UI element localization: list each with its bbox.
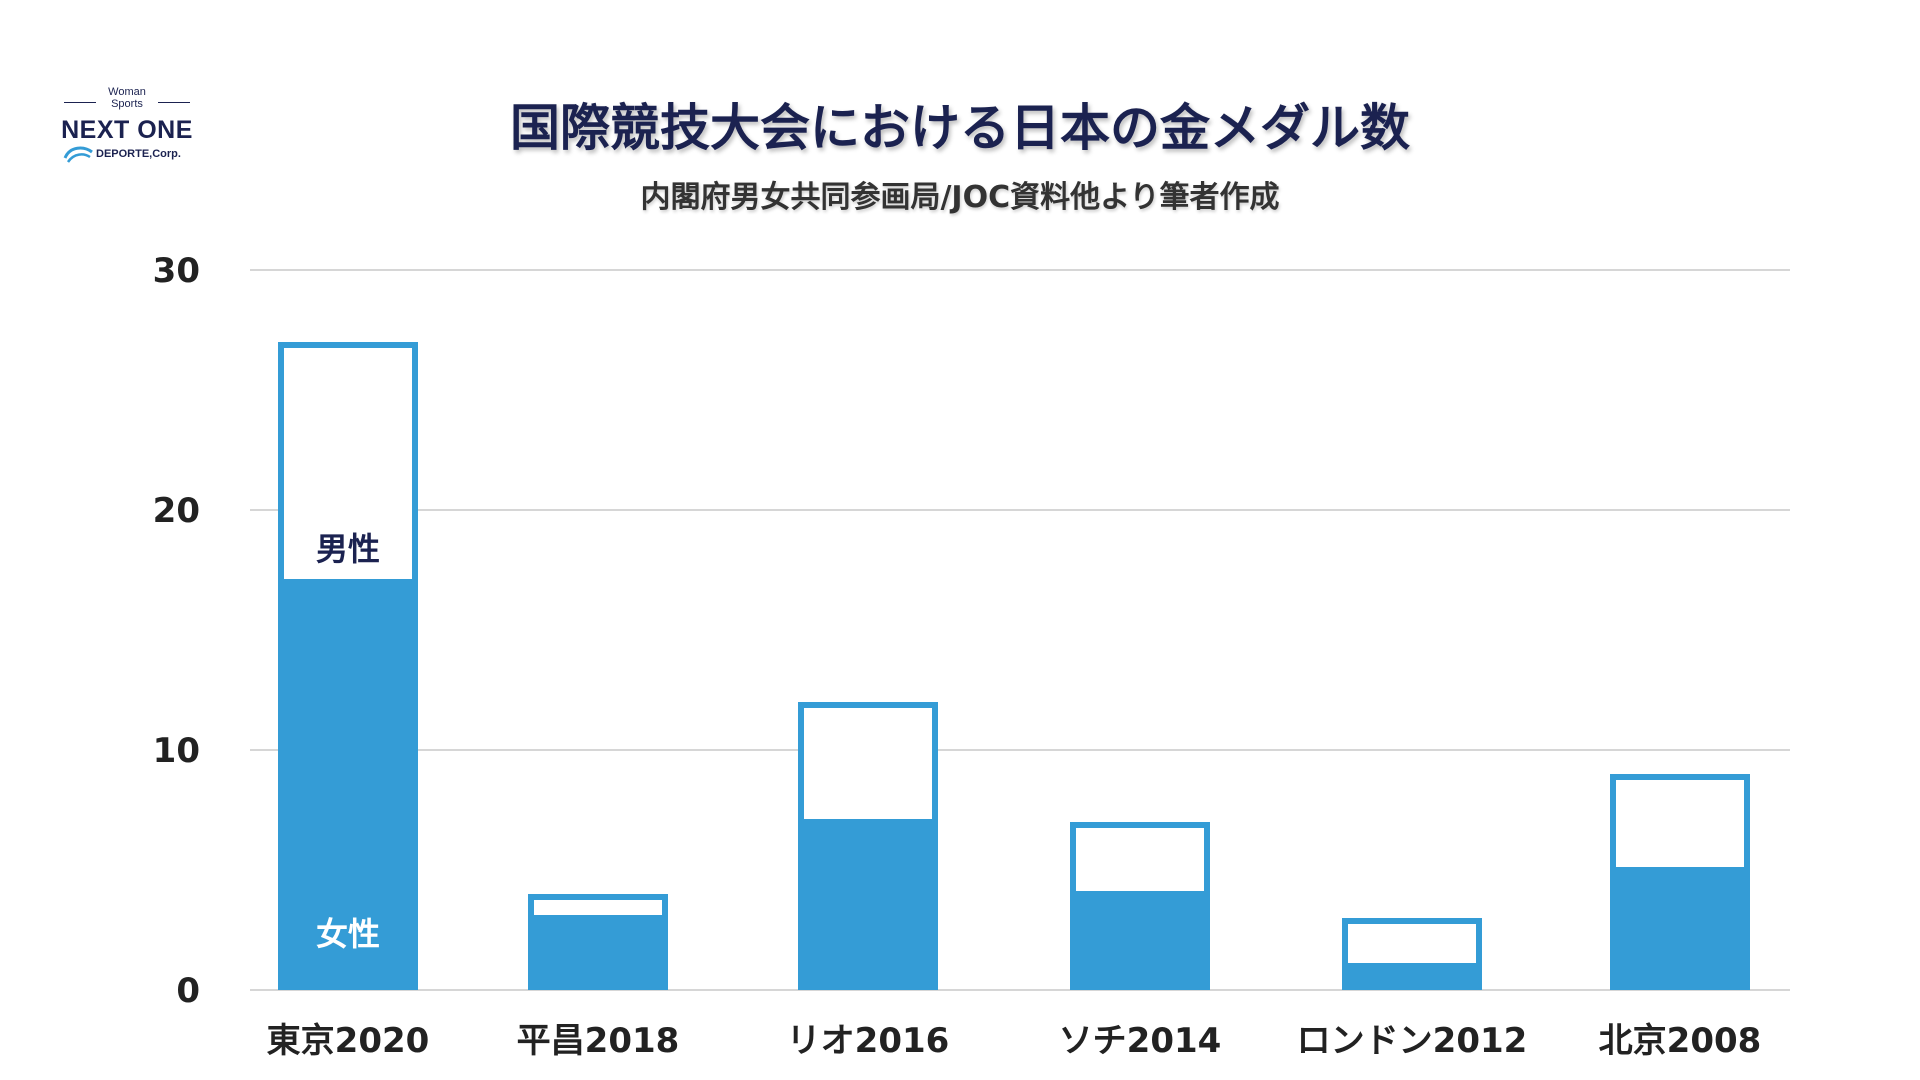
wave-icon (63, 146, 93, 163)
logo-tagline-line2: Sports (111, 98, 143, 110)
logo-company: DEPORTE,Corp. (96, 148, 181, 160)
x-tick-label: ロンドン2012 (1297, 1021, 1528, 1061)
chart-subtitle: 内閣府男女共同参画局/JOC資料他より筆者作成 (640, 180, 1280, 215)
y-tick-label: 20 (153, 491, 200, 531)
bar-segment-male (1342, 918, 1482, 969)
bar-segment-male (528, 894, 668, 921)
x-tick-label: リオ2016 (787, 1021, 950, 1061)
y-tick-label: 30 (153, 251, 200, 291)
bar-segment-male (278, 342, 418, 585)
bar-segment-female (798, 822, 938, 990)
x-tick-label: 北京2008 (1599, 1021, 1762, 1061)
segment-label-female: 女性 (316, 915, 380, 953)
company-logo: Woman Sports NEXT ONE DEPORTE,Corp. (52, 86, 202, 176)
chart-title: 国際競技大会における日本の金メダル数 (510, 99, 1410, 157)
bar-segment-male (1610, 774, 1750, 873)
bar-segment-female (528, 918, 668, 990)
x-tick-label: 東京2020 (267, 1021, 430, 1061)
logo-name: NEXT ONE (61, 116, 193, 144)
bar-segment-female (1342, 966, 1482, 990)
logo-tagline: Woman Sports (52, 86, 202, 110)
bar-segment-female (1070, 894, 1210, 990)
x-tick-label: 平昌2018 (517, 1021, 680, 1061)
bar-segment-male (798, 702, 938, 825)
bar-segment-female (278, 582, 418, 990)
bar-segment-male (1070, 822, 1210, 897)
x-tick-label: ソチ2014 (1059, 1021, 1222, 1061)
segment-label-male: 男性 (316, 530, 380, 568)
bar-segment-female (1610, 870, 1750, 990)
logo-tagline-line1: Woman (108, 86, 146, 98)
y-tick-label: 10 (153, 731, 200, 771)
y-tick-label: 0 (176, 971, 200, 1011)
